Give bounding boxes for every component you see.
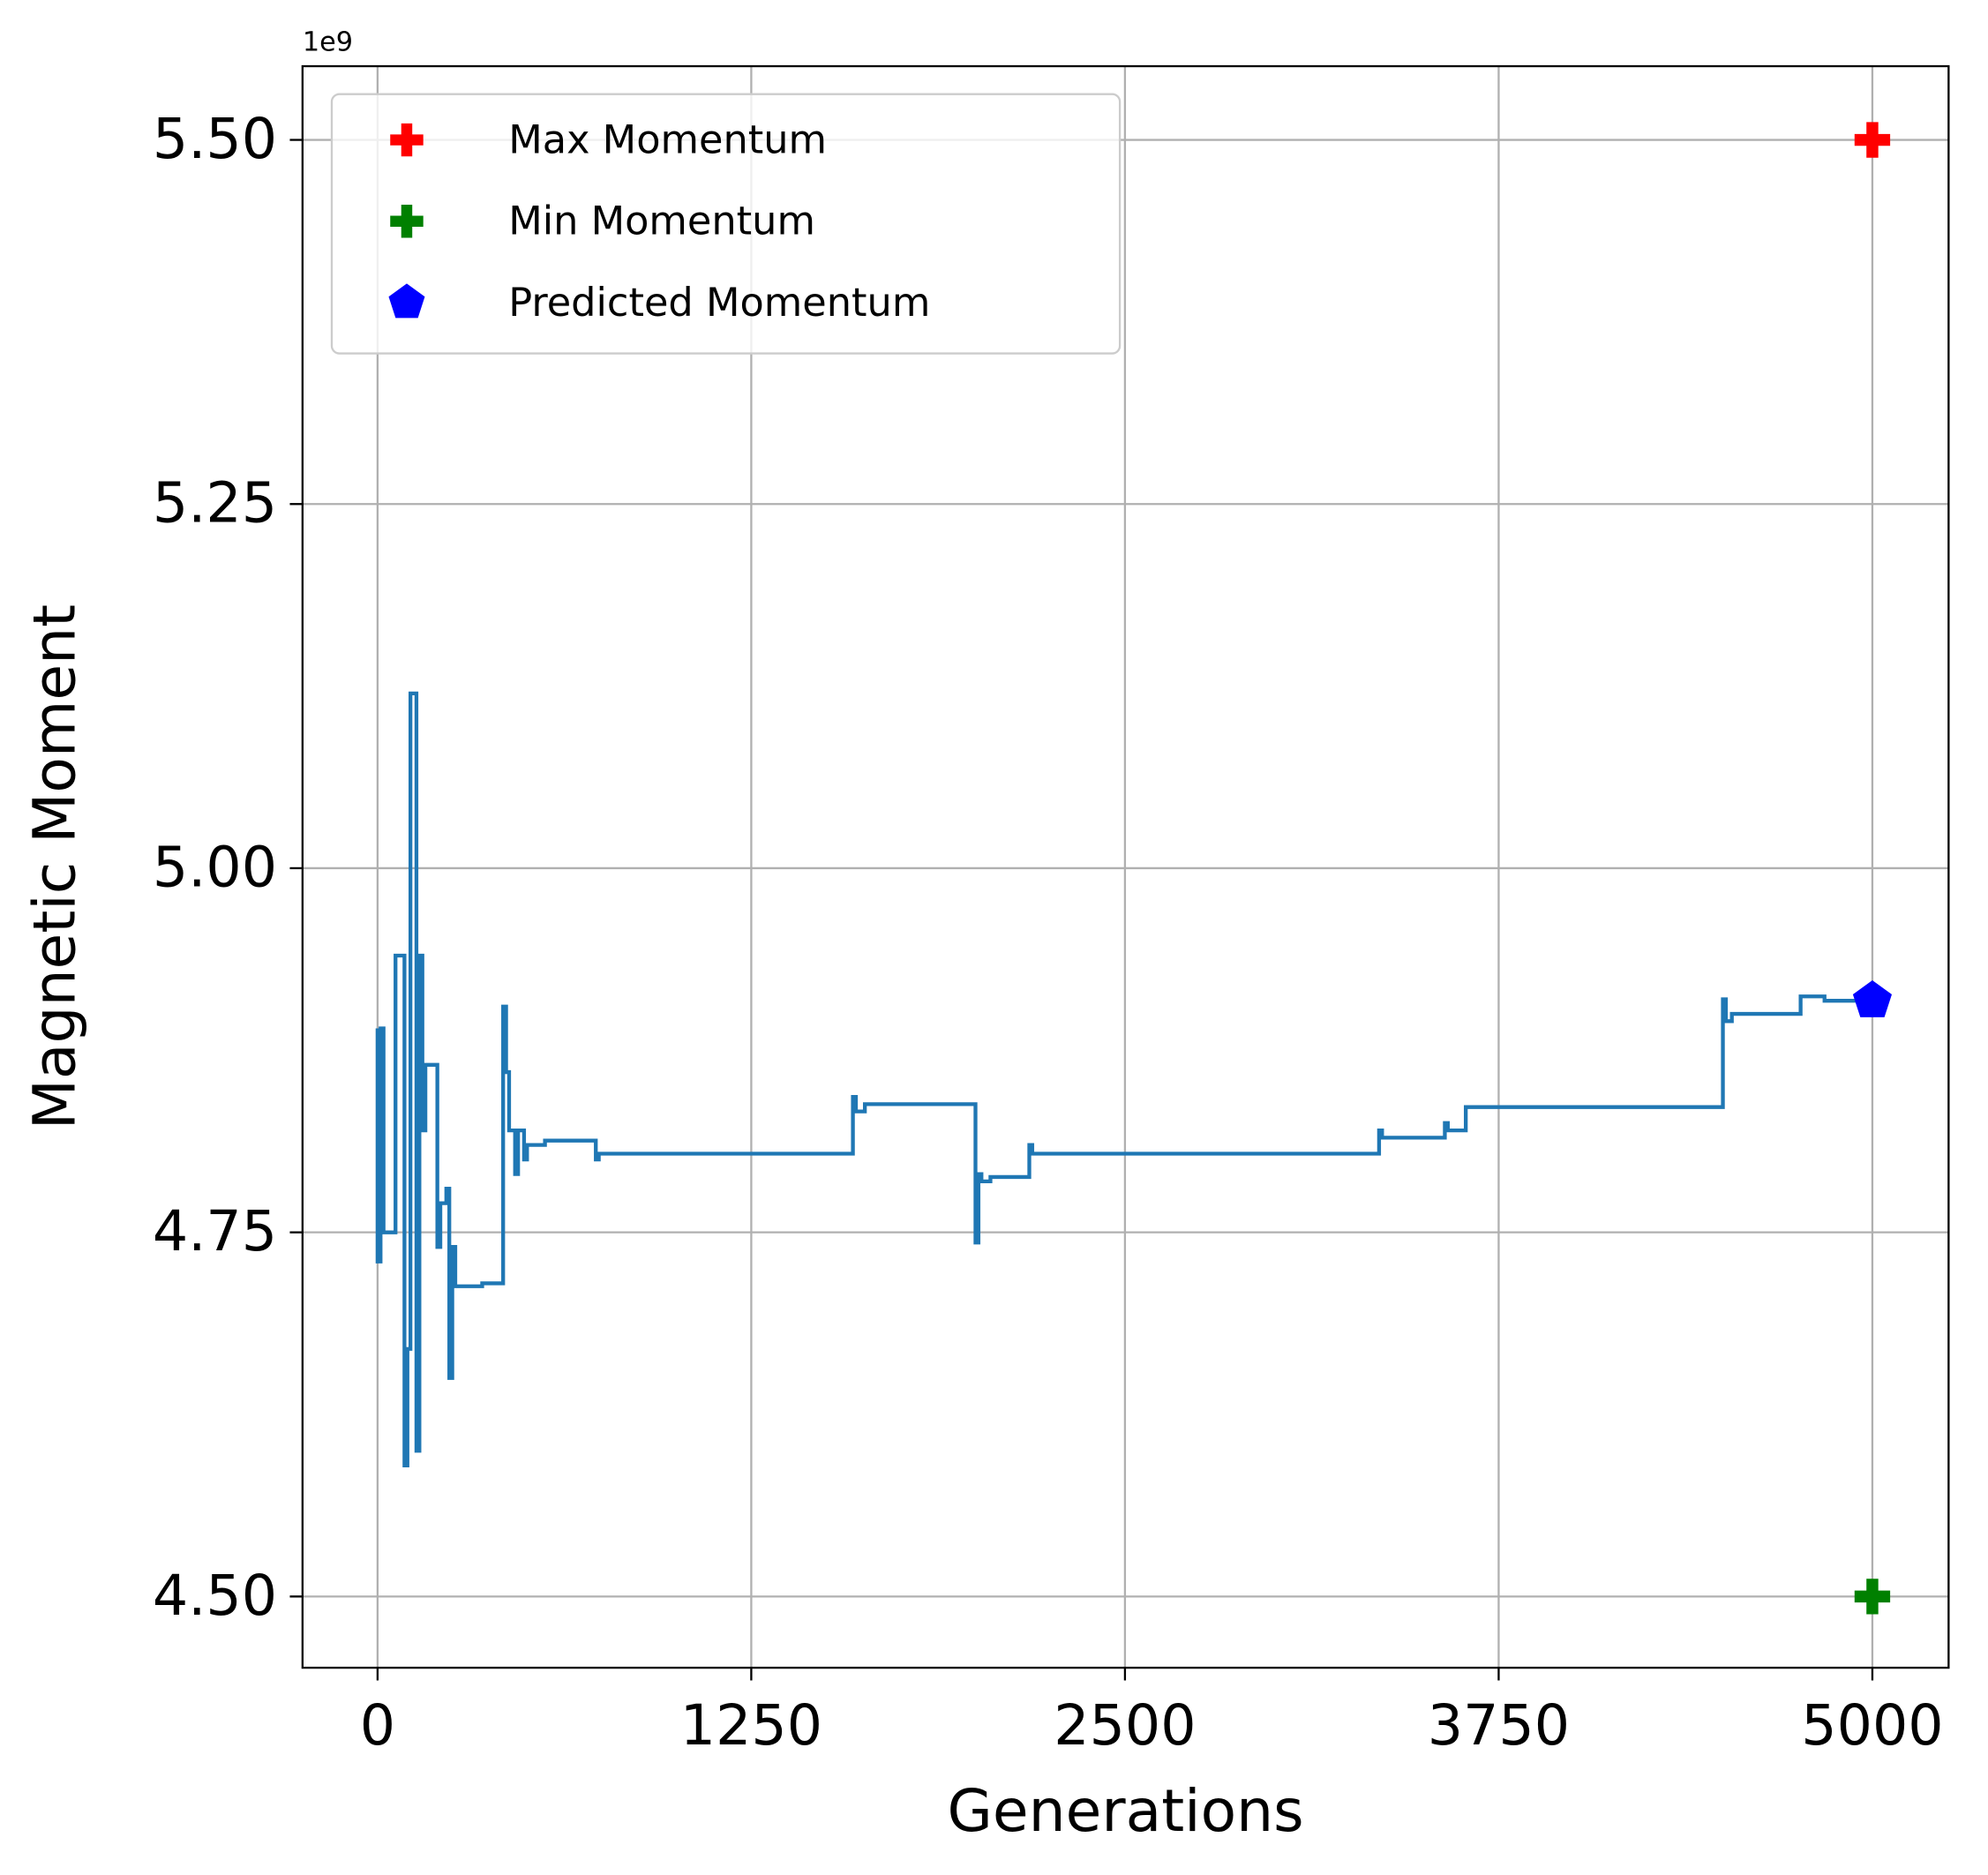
x-axis-label: Generations <box>948 1776 1304 1845</box>
legend-marker <box>388 283 425 319</box>
x-tick-label: 2500 <box>1054 1692 1196 1758</box>
x-tick-label: 1250 <box>680 1692 822 1758</box>
x-tick-label: 5000 <box>1801 1692 1943 1758</box>
data-point <box>1854 1579 1891 1615</box>
y-tick-label: 5.50 <box>153 106 277 171</box>
legend-label: Min Momentum <box>508 199 815 244</box>
data-line <box>375 691 1872 1467</box>
data-point <box>1854 122 1891 158</box>
legend-marker <box>390 205 424 238</box>
y-axis-label: Magnetic Moment <box>19 604 88 1129</box>
plot-frame <box>301 64 1950 1669</box>
legend-label: Predicted Momentum <box>508 280 930 326</box>
x-tick-label: 3750 <box>1428 1692 1570 1758</box>
y-tick-label: 5.00 <box>153 834 277 899</box>
y-tick-label: 4.75 <box>153 1198 277 1264</box>
legend-label: Max Momentum <box>508 116 827 162</box>
y-tick-label: 5.25 <box>153 470 277 536</box>
data-point <box>1852 979 1893 1017</box>
x-tick-label: 0 <box>360 1692 395 1758</box>
legend-marker <box>390 123 424 157</box>
y-offset-label: 1e9 <box>303 27 353 58</box>
legend-box <box>330 93 1122 355</box>
y-tick-label: 4.50 <box>153 1563 277 1628</box>
